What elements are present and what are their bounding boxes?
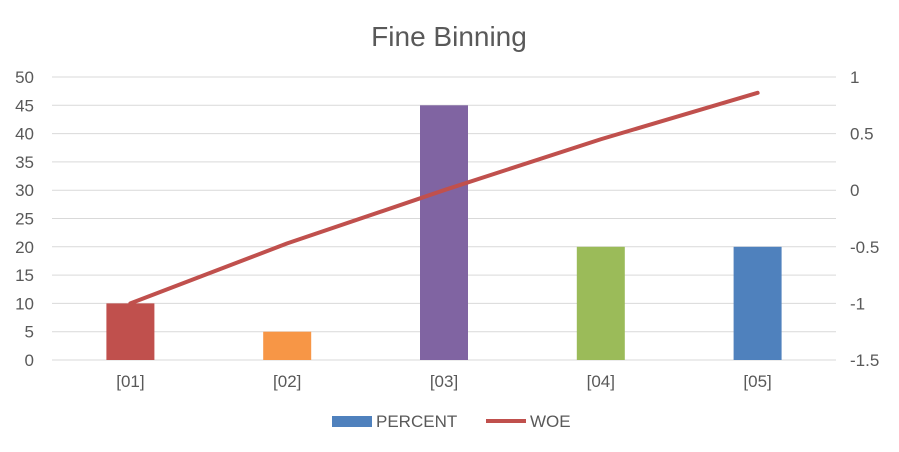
right-tick-label: -1 [850,294,865,313]
x-tick-label: [02] [273,372,301,391]
bar [106,303,155,360]
legend-label-woe: WOE [530,412,571,431]
left-tick-label: 0 [25,351,34,370]
right-tick-label: 0 [850,181,859,200]
left-tick-label: 35 [15,153,34,172]
bar [263,331,312,360]
woe-line [128,90,760,306]
bar [733,246,782,360]
woe-line-layer [128,90,760,306]
right-axis-ticks: -1.5 -1 -0.5 0 0.5 1 [850,68,879,370]
bar [576,246,625,360]
chart-title: Fine Binning [371,21,527,52]
x-axis-ticks: [01] [02] [03] [04] [05] [116,372,772,391]
legend: PERCENT WOE [332,412,571,431]
x-tick-label: [05] [743,372,771,391]
left-tick-label: 30 [15,181,34,200]
legend-swatch-percent [332,416,372,427]
right-tick-label: 0.5 [850,125,874,144]
x-tick-label: [03] [430,372,458,391]
bars [106,105,782,360]
right-tick-label: -1.5 [850,351,879,370]
left-tick-label: 25 [15,210,34,229]
left-tick-label: 10 [15,294,34,313]
x-tick-label: [01] [116,372,144,391]
x-tick-label: [04] [587,372,615,391]
left-tick-label: 20 [15,238,34,257]
legend-label-percent: PERCENT [376,412,457,431]
right-tick-label: -0.5 [850,238,879,257]
left-tick-label: 50 [15,68,34,87]
left-tick-label: 40 [15,125,34,144]
left-tick-label: 5 [25,323,34,342]
left-tick-label: 15 [15,266,34,285]
right-tick-label: 1 [850,68,859,87]
bar [420,105,468,360]
left-tick-label: 45 [15,96,34,115]
left-axis-ticks: 0 5 10 15 20 25 30 35 40 45 50 [15,68,34,370]
